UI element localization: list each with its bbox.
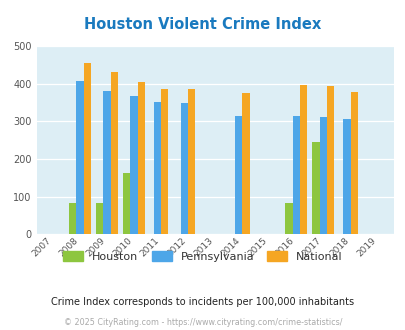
- Bar: [350, 92, 357, 234]
- Bar: [180, 103, 188, 234]
- Bar: [299, 85, 307, 234]
- Bar: [123, 173, 130, 234]
- Bar: [242, 93, 249, 234]
- Legend: Houston, Pennsylvania, National: Houston, Pennsylvania, National: [58, 247, 347, 267]
- Text: Crime Index corresponds to incidents per 100,000 inhabitants: Crime Index corresponds to incidents per…: [51, 297, 354, 307]
- Bar: [153, 102, 161, 234]
- Bar: [96, 203, 103, 234]
- Bar: [312, 142, 319, 234]
- Text: © 2025 CityRating.com - https://www.cityrating.com/crime-statistics/: © 2025 CityRating.com - https://www.city…: [64, 318, 341, 327]
- Bar: [234, 116, 242, 234]
- Bar: [130, 96, 137, 234]
- Bar: [69, 203, 76, 234]
- Text: Houston Violent Crime Index: Houston Violent Crime Index: [84, 17, 321, 32]
- Bar: [326, 86, 334, 234]
- Bar: [319, 117, 326, 234]
- Bar: [292, 116, 299, 234]
- Bar: [285, 203, 292, 234]
- Bar: [137, 82, 145, 234]
- Bar: [188, 89, 195, 234]
- Bar: [103, 91, 110, 234]
- Bar: [161, 89, 168, 234]
- Bar: [110, 72, 117, 234]
- Bar: [76, 81, 83, 234]
- Bar: [83, 63, 91, 234]
- Bar: [342, 119, 350, 234]
